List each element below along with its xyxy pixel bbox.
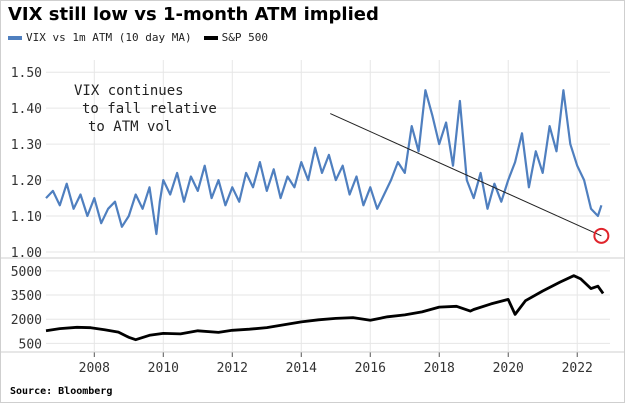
y-tick-label-bottom-0: 500 [19,337,42,352]
x-tick-label-0: 2008 [79,361,110,376]
annotation-line [330,113,602,237]
y-tick-label-top-0: 1.00 [11,246,42,261]
y-tick-label-bottom-2: 3500 [11,289,42,304]
y-tick-label-top-2: 1.20 [11,174,42,189]
y-tick-label-top-5: 1.50 [11,66,42,81]
legend-item-vix: VIX vs 1m ATM (10 day MA) [8,31,192,44]
annotation-text-line-1: to fall relative [82,101,217,117]
y-tick-label-bottom-3: 5000 [11,265,42,280]
annotation-text-line-0: VIX continues [74,83,184,99]
series-line-spx [45,274,605,342]
legend-label-vix: VIX vs 1m ATM (10 day MA) [26,31,192,44]
y-tick-label-bottom-1: 2000 [11,313,42,328]
legend-label-spx: S&P 500 [221,31,268,44]
x-tick-label-4: 2016 [355,361,386,376]
x-tick-label-2: 2012 [217,361,248,376]
series-line-vix-ratio [45,89,603,236]
marker-circle [593,227,610,244]
x-tick-label-6: 2020 [493,361,524,376]
source-note: Source: Bloomberg [10,386,113,397]
chart-title: VIX still low vs 1-month ATM implied [8,4,379,25]
x-tick-label-5: 2018 [424,361,455,376]
y-tick-label-top-1: 1.10 [11,210,42,225]
legend: VIX vs 1m ATM (10 day MA) S&P 500 [8,31,280,44]
x-tick-label-1: 2010 [148,361,179,376]
x-tick-label-3: 2014 [286,361,317,376]
x-tick-label-7: 2022 [562,361,593,376]
legend-item-spx: S&P 500 [203,31,268,44]
y-tick-label-top-3: 1.30 [11,138,42,153]
legend-swatch-vix [8,35,22,40]
y-tick-label-top-4: 1.40 [11,102,42,117]
annotation-text-line-2: to ATM vol [88,119,172,135]
legend-swatch-spx [203,35,218,40]
